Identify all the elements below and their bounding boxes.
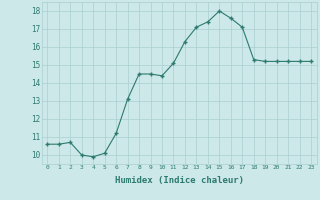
X-axis label: Humidex (Indice chaleur): Humidex (Indice chaleur) (115, 176, 244, 185)
